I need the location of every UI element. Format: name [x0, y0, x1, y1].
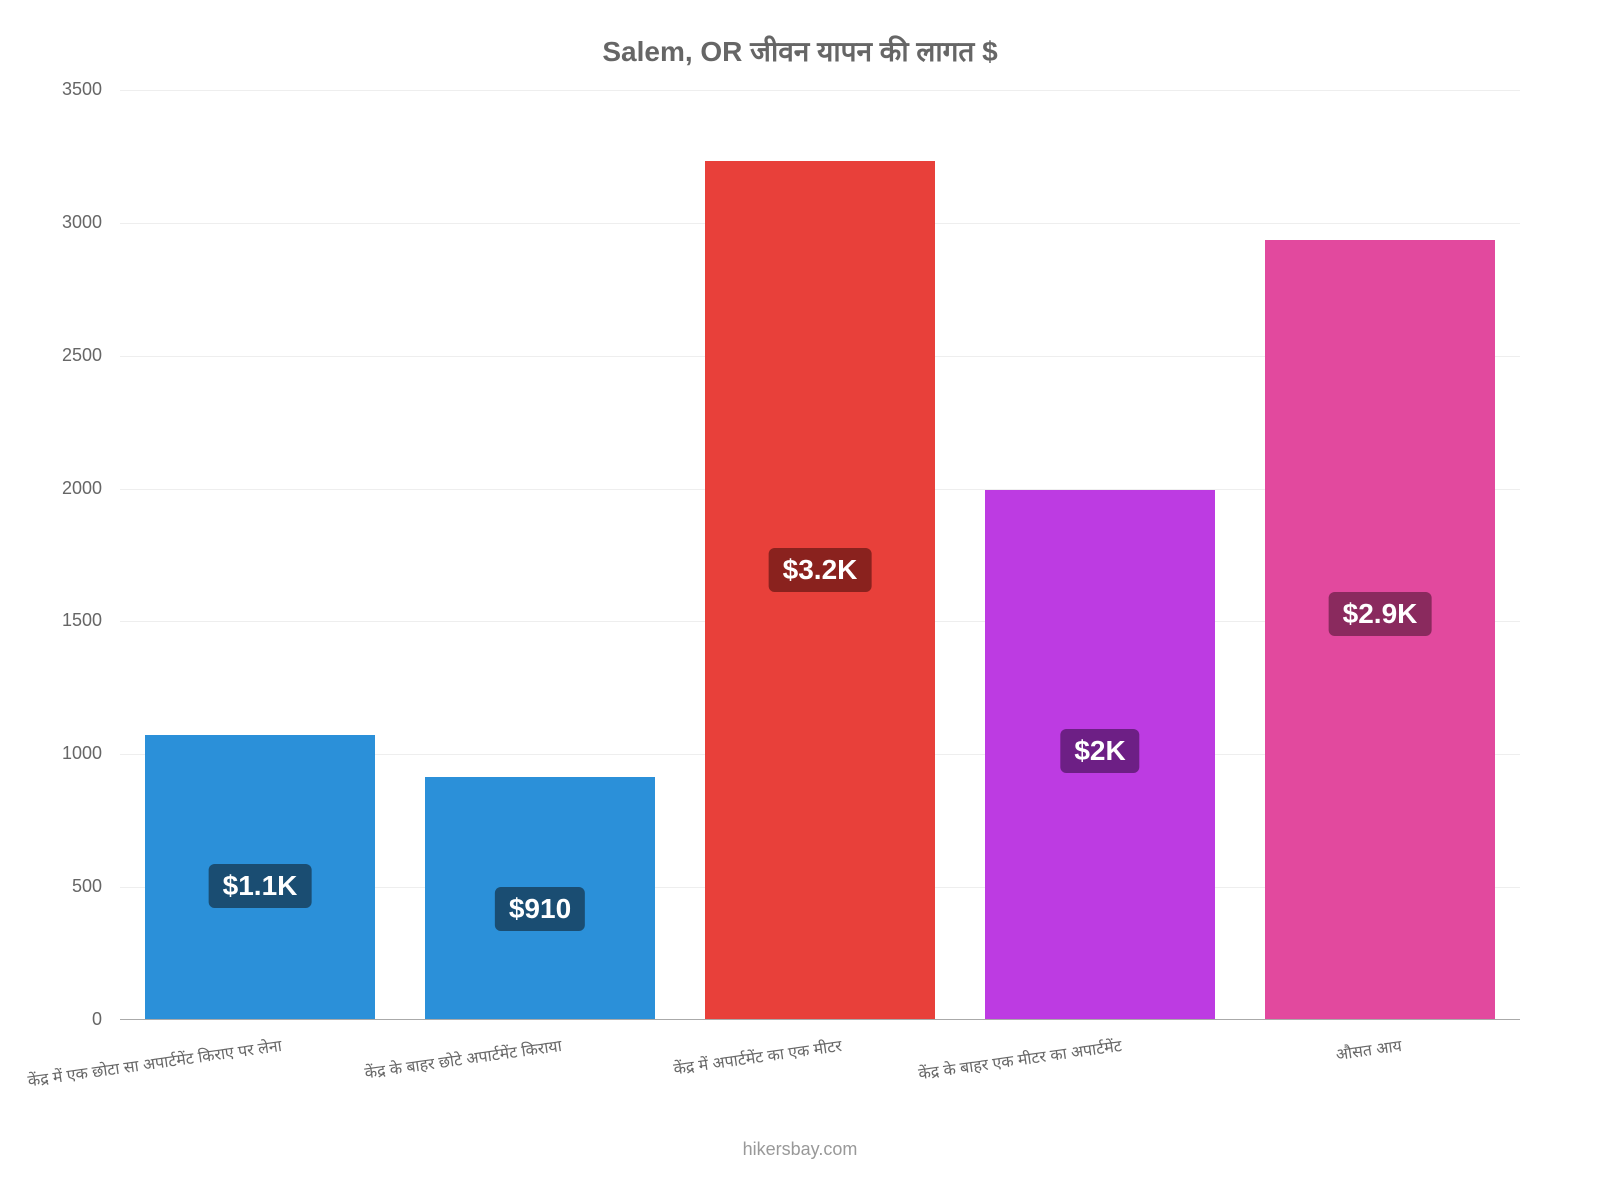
bar-value-label: $1.1K: [209, 864, 312, 908]
cost-of-living-chart: Salem, OR जीवन यापन की लागत $ $1.1K$910$…: [0, 0, 1600, 1200]
gridline: [120, 90, 1520, 91]
attribution-text: hikersbay.com: [0, 1139, 1600, 1160]
plot-area: $1.1K $910 $3.2K $2K $2.9K: [120, 90, 1520, 1020]
x-tick-label: केंद्र में अपार्टमेंट का एक मीटर: [523, 1034, 843, 1100]
bar-value-label: $2K: [1060, 729, 1139, 773]
x-tick-label: केंद्र के बाहर एक मीटर का अपार्टमेंट: [803, 1034, 1123, 1100]
y-tick-label: 1000: [0, 743, 102, 764]
y-tick-label: 3000: [0, 212, 102, 233]
y-tick-label: 2000: [0, 478, 102, 499]
bar-value-label: $3.2K: [769, 548, 872, 592]
y-tick-label: 2500: [0, 345, 102, 366]
x-tick-label: केंद्र के बाहर छोटे अपार्टमेंट किराया: [243, 1034, 563, 1100]
bar-value-label: $910: [495, 887, 585, 931]
x-tick-label: केंद्र में एक छोटा सा अपार्टमेंट किराए प…: [0, 1034, 283, 1100]
chart-title: Salem, OR जीवन यापन की लागत $: [0, 32, 1600, 70]
y-tick-label: 0: [0, 1009, 102, 1030]
y-tick-label: 1500: [0, 610, 102, 631]
bar-value-label: $2.9K: [1329, 592, 1432, 636]
y-tick-label: 3500: [0, 79, 102, 100]
y-tick-label: 500: [0, 876, 102, 897]
x-tick-label: औसत आय: [1083, 1034, 1403, 1100]
